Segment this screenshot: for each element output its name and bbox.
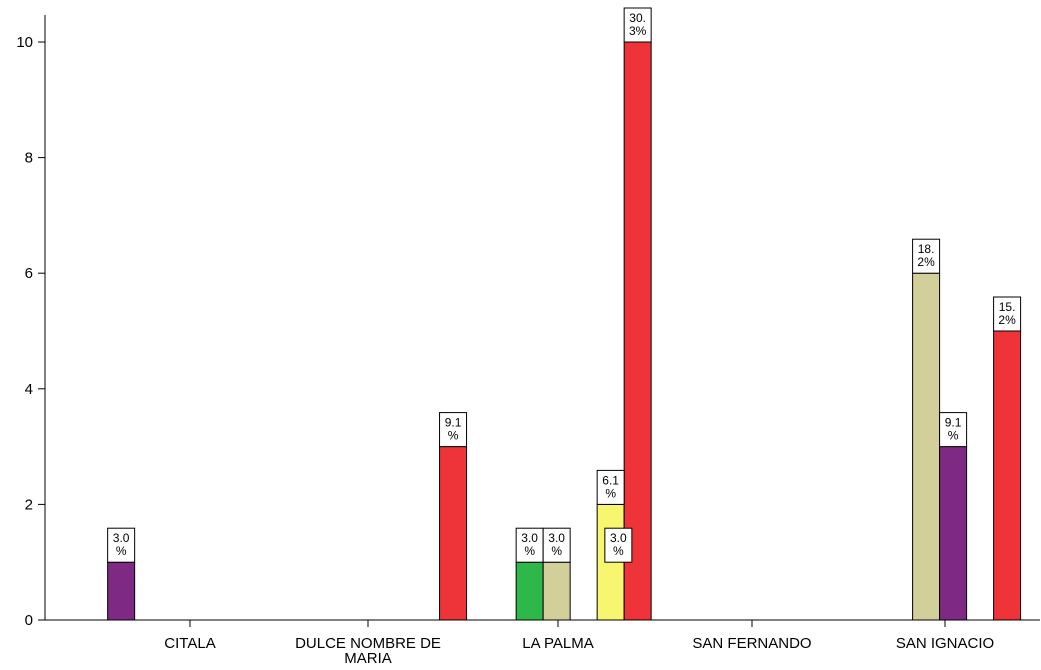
x-tick-label: CITALA — [164, 635, 215, 652]
data-label-box — [596, 469, 625, 505]
y-tick-label: 6 — [25, 265, 33, 282]
y-tick-label: 10 — [16, 34, 33, 51]
y-tick-label: 8 — [25, 150, 33, 167]
data-label: 3.0% — [521, 531, 538, 558]
x-tick-label: SAN IGNACIO — [896, 635, 994, 652]
bar — [107, 561, 136, 621]
data-label-box — [439, 412, 468, 448]
data-label: 3.0% — [113, 531, 130, 558]
x-tick-label: DULCE NOMBRE DE — [295, 635, 441, 652]
bar — [515, 561, 544, 621]
data-label: 30. 3% — [629, 11, 647, 38]
bar — [439, 446, 468, 621]
data-label-box — [107, 527, 136, 563]
x-tick-label: MARIA — [344, 650, 392, 667]
data-label: 18. 2% — [917, 242, 935, 269]
data-label-box — [604, 527, 633, 563]
data-label: 6.1% — [602, 473, 619, 500]
bars — [107, 41, 1022, 621]
bar — [912, 272, 941, 621]
y-tick-label: 4 — [25, 381, 33, 398]
data-label-box — [912, 238, 941, 274]
bar — [993, 330, 1022, 621]
y-tick-label: 0 — [25, 612, 33, 629]
data-label-box — [993, 296, 1022, 332]
data-label-box — [542, 527, 571, 563]
data-label-box — [623, 7, 652, 43]
data-label: 15. 2% — [998, 300, 1016, 327]
x-tick-label: SAN FERNANDO — [692, 635, 811, 652]
data-label-box — [515, 527, 544, 563]
y-tick-label: 2 — [25, 496, 33, 513]
bar — [939, 446, 968, 621]
data-label: 9.1% — [945, 416, 962, 443]
data-label: 3.0% — [548, 531, 565, 558]
data-label-box — [939, 412, 968, 448]
bar — [542, 561, 571, 621]
data-label: 3.0% — [610, 531, 627, 558]
data-labels: 3.0 % 3.0 % 3.0 % 18. 2% 3.0 % 9.1 % 6.1 % 9.1 % 30. 3% 15… — [107, 7, 1022, 563]
x-tick-label: LA PALMA — [522, 635, 593, 652]
data-label: 9.1% — [445, 416, 462, 443]
